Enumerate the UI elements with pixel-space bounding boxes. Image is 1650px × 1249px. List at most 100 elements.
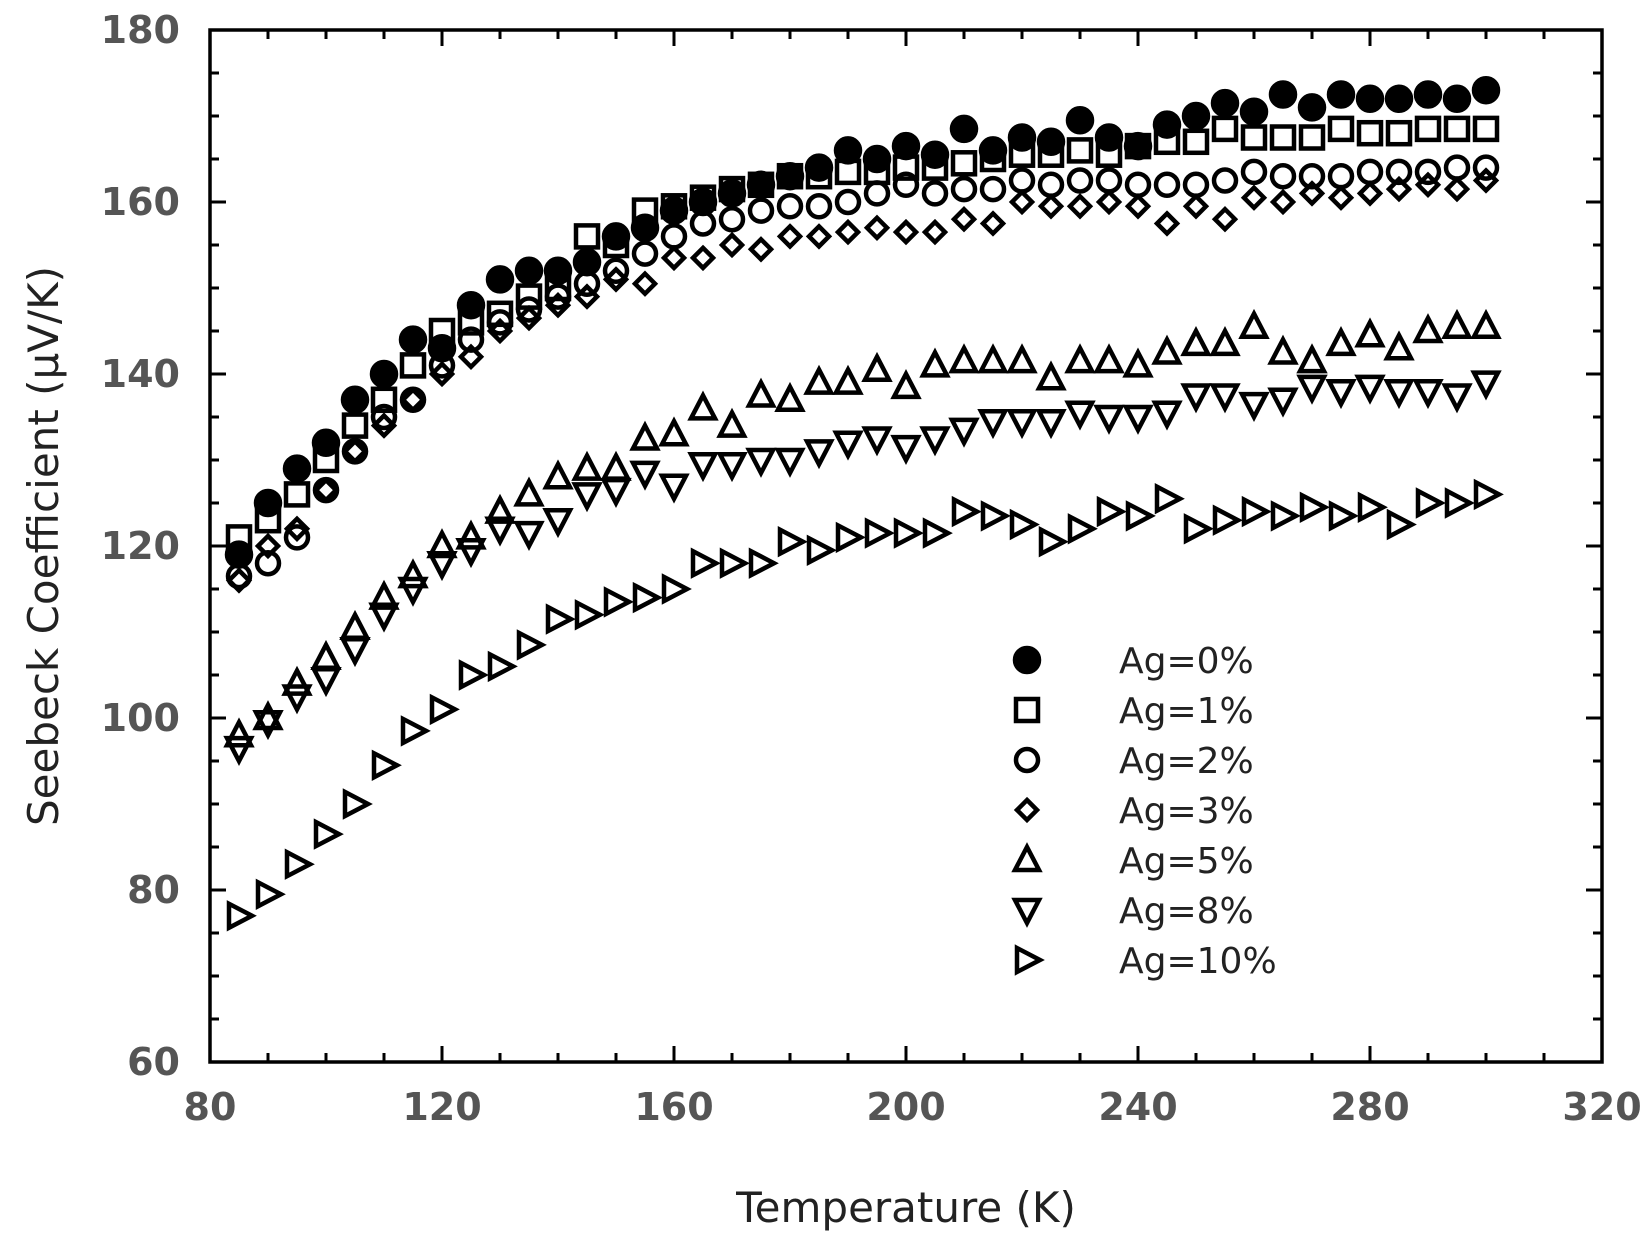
data-point [283, 524, 311, 551]
data-point [835, 521, 866, 554]
data-point [601, 222, 631, 251]
data-point [1413, 80, 1443, 109]
data-point [1037, 193, 1065, 220]
legend-marker [1013, 746, 1041, 774]
data-point [1212, 504, 1243, 536]
data-point [341, 412, 369, 439]
legend-marker [1013, 696, 1041, 724]
data-point [1470, 370, 1502, 401]
data-point [1036, 127, 1066, 157]
data-point [892, 218, 920, 246]
x-axis-title: Temperature (K) [735, 1183, 1076, 1232]
data-point [1267, 334, 1299, 365]
data-point [1035, 409, 1067, 440]
data-point [1384, 84, 1414, 114]
data-point [571, 482, 603, 513]
data-point [513, 520, 545, 551]
data-point [1151, 334, 1183, 365]
data-point [1240, 124, 1268, 151]
data-point [1327, 162, 1355, 190]
data-point [1209, 326, 1241, 357]
data-point [514, 256, 544, 286]
data-point [1443, 175, 1471, 203]
data-point [1008, 188, 1036, 216]
data-point [803, 439, 835, 470]
data-point [660, 223, 688, 250]
data-point [689, 244, 717, 272]
data-point [1471, 75, 1501, 105]
data-point [573, 223, 601, 250]
y-tick-label: 120 [101, 524, 180, 568]
data-point [1151, 400, 1183, 431]
data-point [1238, 391, 1270, 422]
data-point [1297, 93, 1327, 122]
data-point [1240, 158, 1268, 186]
data-point [603, 586, 634, 618]
data-point [310, 639, 342, 671]
data-point [370, 386, 398, 414]
data-point [1008, 167, 1036, 194]
data-point [948, 343, 980, 374]
data-point [864, 517, 895, 549]
legend-label: Ag=3% [1119, 791, 1254, 832]
legend-marker [1012, 645, 1042, 675]
data-point [719, 547, 750, 579]
x-tick-label: 280 [1330, 1085, 1409, 1129]
data-point [658, 416, 690, 447]
data-point [1385, 175, 1413, 203]
data-point [921, 180, 949, 207]
data-point [718, 205, 746, 233]
data-point [1154, 482, 1185, 515]
data-point [977, 409, 1009, 440]
data-point [1270, 500, 1301, 532]
data-point [1268, 80, 1298, 109]
data-point [660, 244, 688, 272]
data-point [805, 193, 833, 220]
data-point [1093, 343, 1125, 374]
data-point [629, 420, 661, 451]
data-point [834, 218, 862, 246]
y-tick-label: 100 [101, 696, 180, 740]
data-point [922, 517, 953, 549]
y-tick-label: 180 [101, 8, 180, 52]
data-point [1414, 158, 1442, 186]
data-point [1180, 326, 1212, 357]
data-point [429, 693, 460, 726]
data-point [745, 447, 777, 478]
data-point [223, 717, 255, 748]
data-point [284, 848, 315, 880]
data-point [254, 532, 282, 560]
data-point [950, 206, 978, 233]
data-point [339, 636, 371, 668]
data-point [630, 213, 660, 243]
data-point [1066, 137, 1094, 164]
data-point [1180, 383, 1212, 414]
data-point [1066, 167, 1094, 194]
data-point [863, 180, 891, 207]
data-point [1327, 115, 1355, 143]
legend-marker [1013, 796, 1041, 824]
data-point [1007, 123, 1037, 152]
data-point [1211, 206, 1239, 233]
data-point [283, 481, 311, 508]
legend-marker [1011, 842, 1043, 873]
data-point [1152, 110, 1182, 139]
data-point [486, 300, 514, 328]
data-point [833, 136, 863, 165]
data-point [747, 197, 775, 224]
data-point [515, 304, 543, 332]
data-point [1093, 404, 1125, 435]
data-point [1124, 193, 1152, 220]
data-point [542, 459, 574, 490]
legend-marker [1011, 897, 1043, 928]
data-point [397, 576, 429, 607]
data-point [1240, 184, 1268, 211]
data-point [1385, 119, 1413, 147]
data-point [254, 549, 282, 577]
data-point [1211, 115, 1239, 143]
data-point [890, 434, 922, 465]
data-point [1472, 115, 1500, 143]
data-point [455, 519, 487, 550]
data-point [368, 602, 400, 633]
x-tick-label: 160 [634, 1085, 713, 1129]
